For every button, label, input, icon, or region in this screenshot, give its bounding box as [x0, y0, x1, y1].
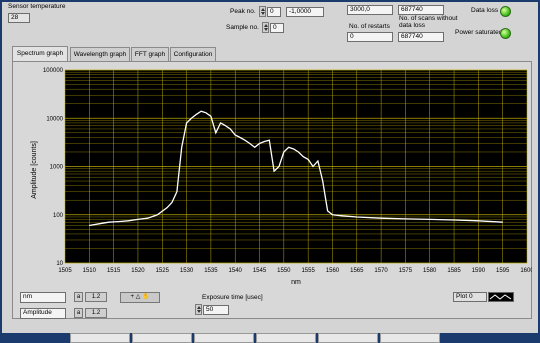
bottom-segment-6 [380, 333, 440, 343]
power-saturated-led [500, 28, 511, 39]
peak-value-display: -1,0000 [286, 7, 324, 17]
chart-grid [64, 69, 528, 264]
x-tick-label: 1510 [83, 268, 97, 274]
y-tick-label: 100 [53, 213, 64, 219]
peak-no-input[interactable]: 0 [267, 7, 281, 17]
x-tick-label: 1525 [156, 268, 170, 274]
x-format-button[interactable]: 1.2 [85, 292, 107, 302]
tab-wavelength-graph[interactable]: Wavelength graph [70, 47, 130, 61]
x-tick-label: 1570 [374, 268, 388, 274]
x-tick-label: 1550 [277, 268, 291, 274]
x-tick-label: 1555 [301, 268, 315, 274]
value-3000-display: 3000,0 [347, 5, 393, 15]
x-tick-label: 1520 [131, 268, 145, 274]
restarts-label: No. of restarts [349, 23, 390, 30]
scans-top-display: 687740 [398, 5, 444, 15]
scans-without-loss-label: No. of scans without data loss [399, 15, 458, 29]
sample-no-label: Sample no. [226, 24, 259, 31]
x-tick-label: 1545 [253, 268, 267, 274]
x-tick-label: 1585 [447, 268, 461, 274]
y-lock-button[interactable]: a [74, 308, 83, 318]
x-tick-labels: 1505 1510 1515 1520 1525 1530 1535 1540 1545 1550… [58, 268, 532, 274]
x-tick-label: 1535 [204, 268, 218, 274]
x-tick-label: 1595 [496, 268, 510, 274]
tab-configuration[interactable]: Configuration [170, 47, 216, 61]
y-tick-labels: 10 100 1000 10000 100000 [43, 68, 64, 267]
x-unit-selector[interactable]: nm [20, 292, 66, 303]
data-loss-label: Data loss [471, 7, 499, 14]
y-tick-label: 10 [56, 261, 63, 267]
data-loss-led [500, 6, 511, 17]
exposure-spinner[interactable] [195, 304, 202, 315]
exposure-time-label: Exposure time [usec] [202, 294, 263, 301]
y-tick-label: 100000 [43, 68, 64, 74]
plot-legend-swatch[interactable] [488, 292, 514, 302]
sample-no-input[interactable]: 0 [270, 23, 284, 33]
y-unit-selector[interactable]: Amplitude [20, 308, 66, 319]
x-tick-label: 1575 [399, 268, 413, 274]
peak-no-label: Peak no. [230, 8, 256, 15]
tab-fft-graph[interactable]: FFT graph [131, 47, 169, 61]
power-saturated-label: Power saturated [455, 29, 503, 36]
peak-no-spinner[interactable] [259, 6, 266, 17]
x-tick-label: 1565 [350, 268, 364, 274]
x-tick-label: 1540 [229, 268, 243, 274]
bottom-segment-3 [194, 333, 254, 343]
bottom-segment-2 [132, 333, 192, 343]
sensor-temperature-label: Sensor temperature [8, 3, 66, 10]
x-tick-label: 1590 [472, 268, 486, 274]
graph-tool-palette[interactable]: + △ ✋ [120, 292, 160, 303]
bottom-segment-1 [70, 333, 130, 343]
sample-no-spinner[interactable] [262, 22, 269, 33]
restarts-value: 0 [347, 32, 393, 42]
y-tick-label: 1000 [50, 165, 64, 171]
tab-spectrum-graph[interactable]: Spectrum graph [12, 46, 68, 61]
plot-legend-label: Plot 0 [453, 292, 487, 302]
y-axis-label: Amplitude [counts] [31, 141, 38, 199]
bottom-segment-5 [318, 333, 378, 343]
x-tick-label: 1505 [58, 268, 72, 274]
scans-without-loss-value: 687740 [398, 32, 444, 42]
exposure-time-input[interactable]: 50 [203, 305, 229, 315]
x-axis-label: nm [291, 279, 301, 286]
x-tick-label: 1580 [423, 268, 437, 274]
x-tick-label: 1560 [326, 268, 340, 274]
y-tick-label: 10000 [46, 116, 63, 122]
x-tick-label: 1515 [107, 268, 121, 274]
bottom-segment-4 [256, 333, 316, 343]
spectrum-chart: 1505 1510 1515 1520 1525 1530 1535 1540 1545 1550… [31, 68, 532, 286]
x-lock-button[interactable]: a [74, 292, 83, 302]
x-tick-label: 1600 [520, 268, 532, 274]
y-format-button[interactable]: 1.2 [85, 308, 107, 318]
sensor-temperature-value: 28 [8, 13, 30, 23]
x-tick-label: 1530 [180, 268, 194, 274]
spectrum-trace [89, 110, 503, 227]
